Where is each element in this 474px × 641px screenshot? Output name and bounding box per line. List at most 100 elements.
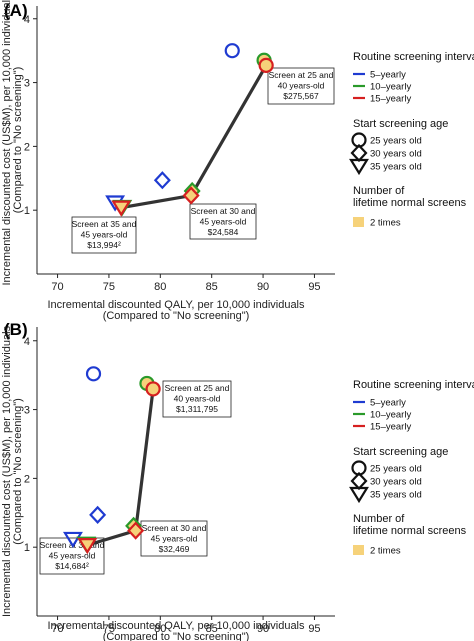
x-tick-label: 95 <box>308 281 320 293</box>
y-tick-label: 4 <box>24 14 30 26</box>
legend-age-title: Start screening age <box>353 446 448 458</box>
y-tick-label: 3 <box>24 78 30 90</box>
x-axis-subtitle: (Compared to "No screening") <box>103 631 250 641</box>
annotation-frame <box>162 380 232 418</box>
y-axis-title: Incremental discounted cost (US$M), per … <box>1 0 13 286</box>
annotation-frame <box>71 216 137 254</box>
x-tick-label: 70 <box>51 281 63 293</box>
annotation-text: Screen at 25 and <box>165 383 230 393</box>
legend-interval-label: 5–yearly <box>370 70 406 81</box>
legend-fill-swatch <box>353 545 364 555</box>
legend-screens-title: lifetime normal screens <box>353 525 467 537</box>
y-tick-label: 1 <box>24 542 30 554</box>
annotation-text: $13,994² <box>87 240 121 250</box>
legend-b: Routine screening interval 5–yearly10–yea… <box>349 379 474 557</box>
point-circle-15-yearly <box>145 381 161 397</box>
y-tick-label: 2 <box>24 141 30 153</box>
x-tick-label: 90 <box>257 281 269 293</box>
x-axis-title: Incremental discounted QALY, per 10,000 … <box>47 620 305 632</box>
y-tick-label: 4 <box>24 336 30 348</box>
annotation-text: 40 years-old <box>278 81 325 91</box>
annotation-text: Screen at 35 and <box>72 219 137 229</box>
legend-fill-swatch <box>353 217 364 227</box>
x-tick-label: 80 <box>154 623 166 635</box>
panel-label: (B) <box>4 320 28 339</box>
x-tick-label: 70 <box>51 623 63 635</box>
x-tick-label: 95 <box>308 623 320 635</box>
x-axis-subtitle: (Compared to "No screening") <box>103 310 250 322</box>
legend-diamond-icon <box>350 143 368 163</box>
annotation-text: $14,684² <box>55 561 89 571</box>
annotation-text: Screen at 30 and <box>142 523 207 533</box>
y-tick-label: 3 <box>24 405 30 417</box>
x-tick-label: 75 <box>103 623 115 635</box>
point-circle-5-yearly <box>85 366 102 382</box>
point-triangle-down-15-yearly <box>111 200 132 217</box>
legend-interval-label: 5–yearly <box>370 398 406 409</box>
legend-age-label: 30 years old <box>370 477 422 488</box>
legend-a: Routine screening interval 5–yearly10–yea… <box>349 51 474 229</box>
x-tick-label: 85 <box>206 281 218 293</box>
legend-age-label: 25 years old <box>370 136 422 147</box>
point-diamond-5-yearly <box>89 505 107 524</box>
annotation-text: $32,469 <box>159 544 190 554</box>
legend-diamond-icon <box>350 471 368 491</box>
legend-interval-label: 10–yearly <box>370 82 411 93</box>
legend-screens-label: 2 times <box>370 218 401 229</box>
annotation-frame <box>267 67 335 105</box>
x-tick-label: 85 <box>206 623 218 635</box>
legend-screens-title: lifetime normal screens <box>353 197 467 209</box>
legend-interval-title: Routine screening interval <box>353 379 474 391</box>
legend-interval-label: 15–yearly <box>370 422 411 433</box>
legend-triangle-down-icon <box>349 486 369 504</box>
y-axis-subtitle: (Compared to "No screening") <box>12 67 24 214</box>
legend-age-title: Start screening age <box>353 118 448 130</box>
annotation-text: 45 years-old <box>151 534 198 544</box>
y-tick-label: 2 <box>24 473 30 485</box>
point-diamond-5-yearly <box>153 171 171 190</box>
legend-screens-label: 2 times <box>370 546 401 557</box>
annotation-frame <box>140 520 208 557</box>
legend-screens-title: Number of <box>353 513 405 525</box>
legend-interval-title: Routine screening interval <box>353 51 474 63</box>
annotation-text: 45 years-old <box>49 551 96 561</box>
annotation-text: Screen at 30 and <box>191 206 256 216</box>
annotation-text: 45 years-old <box>200 217 247 227</box>
annotation-text: Screen at 25 and <box>269 70 334 80</box>
annotation-text: 40 years-old <box>174 394 221 404</box>
legend-interval-label: 15–yearly <box>370 94 411 105</box>
y-axis-title: Incremental discounted cost (US$M), per … <box>1 325 13 617</box>
point-diamond-15-yearly <box>127 521 145 540</box>
legend-age-label: 30 years old <box>370 149 422 160</box>
panel-label: (A) <box>4 1 28 20</box>
legend-age-label: 35 years old <box>370 162 422 173</box>
point-triangle-down-5-yearly <box>62 531 83 549</box>
point-circle-5-yearly <box>224 43 240 59</box>
annotation-text: $275,567 <box>283 91 319 101</box>
annotation-frame <box>189 203 257 240</box>
point-circle-15-yearly <box>258 57 274 73</box>
legend-age-label: 25 years old <box>370 464 422 475</box>
point-diamond-15-yearly <box>182 186 200 205</box>
legend-triangle-down-icon <box>349 158 369 176</box>
annotation-text: 45 years-old <box>81 230 128 240</box>
legend-age-label: 35 years old <box>370 490 422 501</box>
x-tick-label: 75 <box>103 281 115 293</box>
y-tick-label: 1 <box>24 205 30 217</box>
legend-screens-title: Number of <box>353 185 405 197</box>
annotation-text: $1,311,795 <box>176 404 218 414</box>
annotation-text: $24,584 <box>208 227 239 237</box>
point-triangle-down-15-yearly <box>77 538 98 555</box>
x-tick-label: 80 <box>154 281 166 293</box>
y-axis-subtitle: (Compared to "No screening") <box>12 398 24 545</box>
legend-interval-label: 10–yearly <box>370 410 411 421</box>
x-axis-title: Incremental discounted QALY, per 10,000 … <box>47 299 305 311</box>
